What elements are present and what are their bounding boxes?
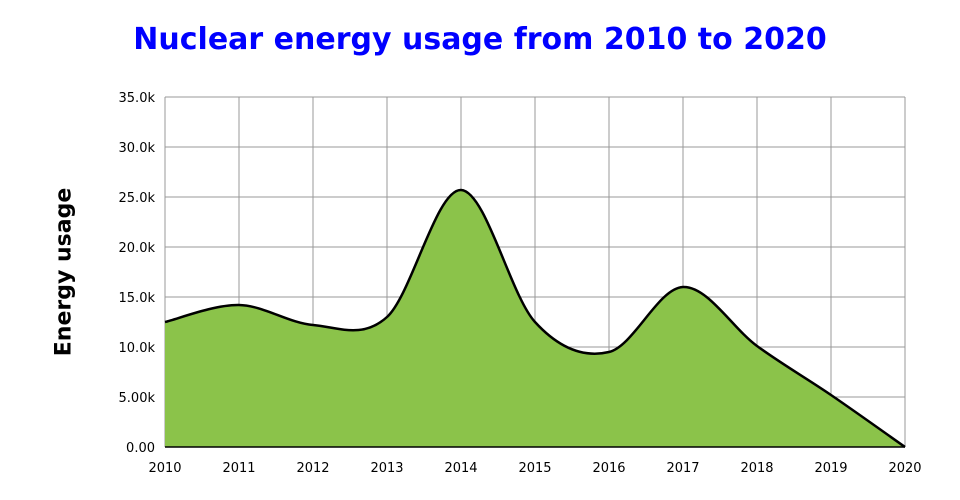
y-tick-label: 10.0k [119,341,156,356]
y-tick-label: 15.0k [119,291,156,306]
y-tick-label: 5.00k [119,391,156,406]
y-tick-label: 35.0k [119,91,156,106]
chart-title: Nuclear energy usage from 2010 to 2020 [133,22,827,57]
y-tick-label: 0.00 [126,441,155,456]
series-line [164,188,906,449]
y-tick-label: 20.0k [119,241,156,256]
x-tick-label: 2013 [370,461,403,476]
x-tick-label: 2010 [148,461,181,476]
x-tick-label: 2017 [666,461,699,476]
x-tick-label: 2015 [518,461,551,476]
x-tick-label: 2011 [222,461,255,476]
x-tick-label: 2014 [444,461,477,476]
series-area [165,189,905,447]
x-tick-label: 2016 [592,461,625,476]
y-tick-label: 25.0k [119,191,156,206]
x-tick-label: 2012 [296,461,329,476]
x-tick-label: 2018 [740,461,773,476]
x-tick-label: 2019 [814,461,847,476]
y-tick-label: 30.0k [119,141,156,156]
x-tick-label: 2020 [888,461,921,476]
